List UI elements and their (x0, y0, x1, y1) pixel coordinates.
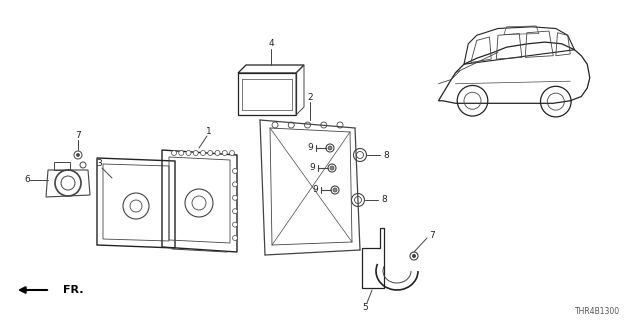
Text: 1: 1 (206, 127, 212, 137)
Text: THR4B1300: THR4B1300 (575, 308, 620, 316)
Circle shape (413, 254, 415, 258)
Circle shape (193, 150, 198, 156)
Circle shape (208, 150, 212, 156)
Text: FR.: FR. (63, 285, 83, 295)
Circle shape (232, 182, 237, 187)
Text: 8: 8 (383, 150, 389, 159)
Circle shape (232, 236, 237, 241)
Text: 7: 7 (75, 132, 81, 140)
Circle shape (232, 209, 237, 214)
Circle shape (232, 195, 237, 200)
Text: 7: 7 (429, 230, 435, 239)
Text: 9: 9 (312, 186, 318, 195)
Circle shape (215, 150, 220, 156)
Circle shape (230, 150, 234, 156)
Circle shape (232, 169, 237, 173)
Circle shape (328, 146, 332, 150)
Text: 5: 5 (362, 303, 368, 313)
Text: 8: 8 (381, 196, 387, 204)
Circle shape (172, 150, 177, 156)
Circle shape (330, 166, 334, 170)
Text: 6: 6 (24, 175, 30, 185)
Text: 2: 2 (307, 92, 313, 101)
Text: 9: 9 (309, 164, 315, 172)
Circle shape (222, 150, 227, 156)
Circle shape (200, 150, 205, 156)
Text: 3: 3 (96, 159, 102, 169)
Circle shape (232, 222, 237, 227)
Text: 9: 9 (307, 143, 313, 153)
Circle shape (186, 150, 191, 156)
Text: 4: 4 (268, 39, 274, 49)
Circle shape (77, 154, 79, 156)
Circle shape (179, 150, 184, 156)
Circle shape (333, 188, 337, 192)
